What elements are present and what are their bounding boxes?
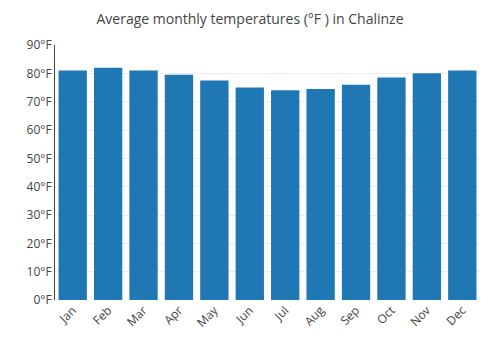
svg-text:Jan: Jan [55,302,80,327]
svg-text:0°F: 0°F [33,291,51,308]
svg-text:May: May [193,301,222,330]
svg-text:10°F: 10°F [27,263,52,280]
svg-text:80°F: 80°F [27,65,52,82]
svg-text:Feb: Feb [89,302,115,328]
svg-text:90°F: 90°F [27,36,52,53]
svg-text:60°F: 60°F [27,121,52,138]
svg-text:70°F: 70°F [27,93,52,110]
svg-text:20°F: 20°F [27,235,52,252]
svg-text:Dec: Dec [442,302,469,329]
svg-text:50°F: 50°F [27,150,52,167]
svg-text:40°F: 40°F [27,178,52,195]
svg-text:30°F: 30°F [27,206,52,223]
svg-text:Oct: Oct [373,302,399,328]
svg-text:Apr: Apr [160,302,186,328]
svg-text:Sep: Sep [336,302,363,329]
svg-text:Aug: Aug [300,302,328,330]
svg-text:Average monthly temperatures (: Average monthly temperatures (°F ) in Ch… [96,9,403,28]
svg-text:Mar: Mar [123,302,151,330]
svg-text:Jul: Jul [270,302,292,324]
svg-text:Jun: Jun [231,302,256,327]
svg-text:Nov: Nov [406,302,434,330]
